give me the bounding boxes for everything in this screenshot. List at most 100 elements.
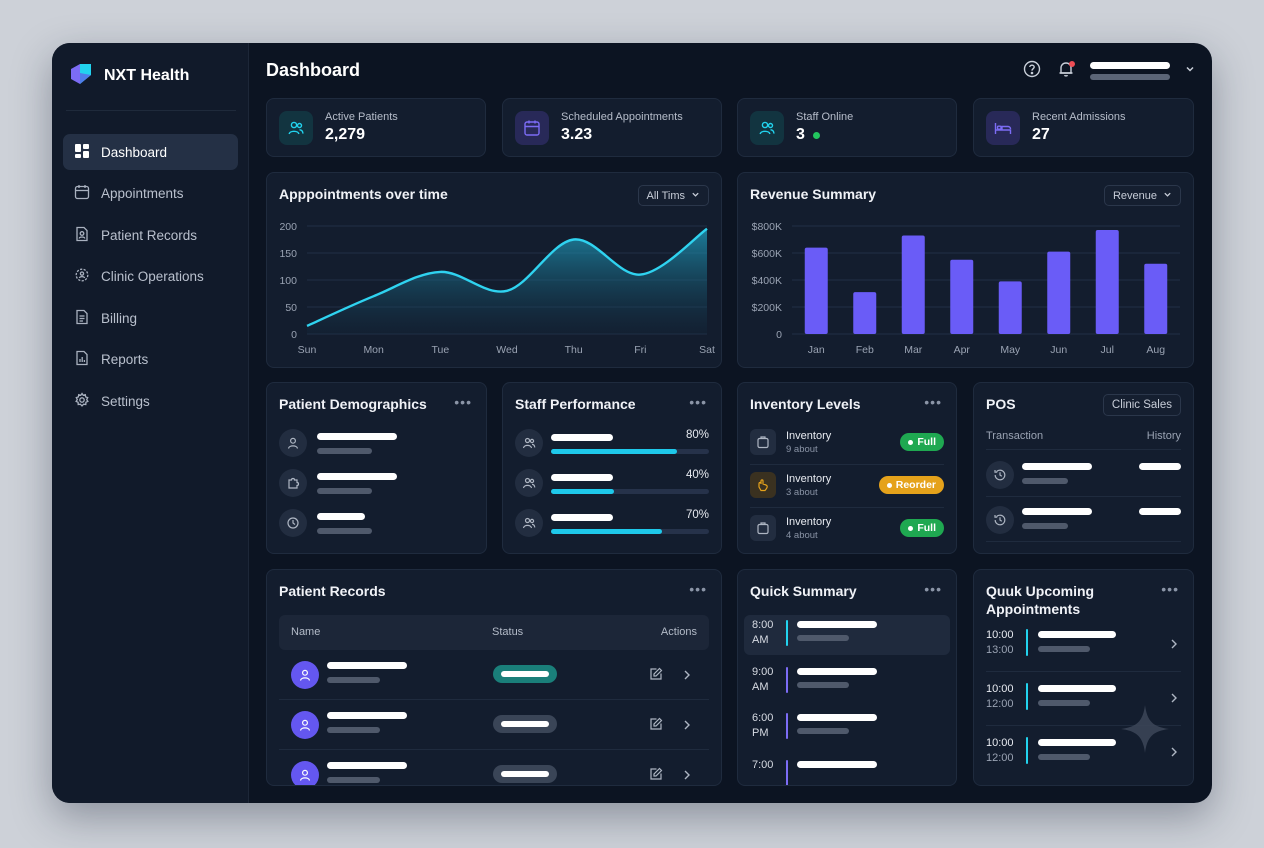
time-accent-bar — [786, 759, 788, 785]
stat-card-active-patients[interactable]: Active Patients 2,279 — [266, 98, 486, 157]
time-period: AM — [752, 634, 769, 646]
more-options-button[interactable]: ••• — [924, 581, 942, 597]
sidebar-item-label: Dashboard — [101, 144, 168, 160]
y-tick-label: 200 — [279, 221, 297, 233]
user-icon — [279, 429, 307, 457]
brand[interactable]: NXT Health — [68, 61, 189, 91]
revenue-bar — [1047, 251, 1071, 334]
card-title: Patient Demographics — [279, 396, 427, 412]
x-tick-label: May — [1000, 344, 1021, 356]
pos-card: POS Clinic Sales Transaction History — [973, 382, 1194, 554]
summary-row[interactable]: 8:00 AM — [744, 615, 950, 655]
demographic-row[interactable] — [279, 469, 397, 497]
status-label: Full — [917, 522, 936, 534]
card-title: Quuk Upcoming Appointments — [986, 583, 1095, 617]
column-header-transaction: Transaction — [986, 430, 1044, 442]
edit-icon[interactable] — [649, 717, 663, 736]
staff-performance-card: Staff Performance ••• 80% 40% 70% — [502, 382, 722, 554]
more-options-button[interactable]: ••• — [924, 394, 942, 410]
inventory-row[interactable]: Inventory 4 about Full — [750, 508, 944, 548]
gear-icon — [74, 391, 90, 411]
user-menu[interactable] — [1090, 62, 1170, 80]
summary-row[interactable]: 7:00 — [744, 755, 950, 785]
card-title: Apppointments over time — [279, 186, 448, 202]
stat-card-scheduled-appointments[interactable]: Scheduled Appointments 3.23 — [502, 98, 722, 157]
status-badge — [493, 715, 557, 733]
upcoming-row[interactable]: 10:00 12:00 — [986, 681, 1181, 735]
stat-value: 2,279 — [325, 126, 366, 143]
stat-card-recent-admissions[interactable]: Recent Admissions 27 — [973, 98, 1194, 157]
text-placeholder — [1038, 685, 1116, 692]
chevron-right-icon[interactable] — [682, 718, 692, 736]
revenue-metric-select[interactable]: Revenue — [1103, 185, 1181, 206]
chevron-right-icon[interactable] — [1169, 691, 1179, 709]
revenue-bar — [853, 292, 877, 334]
y-tick-label: 0 — [776, 329, 782, 341]
inventory-row[interactable]: Inventory 3 about Reorder — [750, 465, 944, 505]
sidebar-item-appointments[interactable]: Appointments — [63, 176, 238, 212]
summary-row[interactable]: 9:00 AM — [744, 662, 950, 702]
percent-label: 40% — [685, 469, 709, 481]
upcoming-row[interactable]: 10:00 13:00 — [986, 627, 1181, 681]
staff-row[interactable]: 40% — [515, 469, 709, 499]
x-tick-label: Jan — [808, 344, 825, 356]
table-row[interactable] — [279, 700, 709, 750]
chevron-down-icon[interactable] — [1184, 62, 1196, 80]
edit-icon[interactable] — [649, 667, 663, 686]
x-tick-label: Apr — [954, 344, 971, 356]
text-placeholder — [327, 762, 407, 769]
text-placeholder — [317, 447, 372, 454]
transaction-row[interactable] — [986, 502, 1181, 538]
sidebar-item-billing[interactable]: Billing — [63, 300, 238, 336]
divider — [750, 507, 944, 508]
sidebar-item-patient-records[interactable]: Patient Records — [63, 217, 238, 253]
sidebar-item-label: Patient Records — [101, 227, 198, 243]
staff-row[interactable]: 80% — [515, 429, 709, 459]
sidebar-item-dashboard[interactable]: Dashboard — [63, 134, 238, 170]
clinic-sales-button[interactable]: Clinic Sales — [1102, 394, 1181, 416]
help-button[interactable] — [1022, 60, 1042, 83]
time-range-select[interactable]: All Tims — [637, 185, 709, 206]
history-icon — [986, 506, 1014, 534]
inventory-sub: 9 about — [786, 443, 818, 455]
upcoming-row[interactable]: 10:00 12:00 — [986, 735, 1181, 785]
more-options-button[interactable]: ••• — [454, 394, 472, 410]
users-icon — [279, 110, 313, 145]
chevron-right-icon[interactable] — [682, 768, 692, 785]
text-placeholder — [317, 512, 365, 520]
x-tick-label: Wed — [496, 344, 518, 356]
time-value: 8:00 — [752, 619, 774, 631]
text-placeholder — [327, 712, 407, 719]
column-header-name[interactable]: Name — [291, 626, 321, 638]
sidebar-item-settings[interactable]: Settings — [63, 383, 238, 419]
stat-label: Scheduled Appointments — [561, 111, 683, 123]
page-title: Dashboard — [266, 60, 361, 80]
demographic-row[interactable] — [279, 429, 397, 457]
stat-label: Active Patients — [325, 111, 398, 123]
divider — [986, 671, 1181, 672]
help-icon — [1023, 60, 1041, 83]
table-row[interactable] — [279, 650, 709, 700]
table-header: Name Status Actions — [279, 615, 709, 650]
sidebar-item-reports[interactable]: Reports — [63, 342, 238, 378]
table-row[interactable] — [279, 750, 709, 785]
inventory-row[interactable]: Inventory 9 about Full — [750, 422, 944, 462]
sidebar-item-clinic-operations[interactable]: Clinic Operations — [63, 259, 238, 295]
more-options-button[interactable]: ••• — [689, 581, 707, 597]
summary-row[interactable]: 6:00 PM — [744, 708, 950, 748]
more-options-button[interactable]: ••• — [689, 394, 707, 410]
calendar-icon — [515, 110, 549, 145]
staff-row[interactable]: 70% — [515, 509, 709, 539]
stat-card-staff-online[interactable]: Staff Online 3 — [737, 98, 957, 157]
text-placeholder — [1038, 739, 1116, 746]
more-options-button[interactable]: ••• — [1161, 581, 1179, 597]
demographic-row[interactable] — [279, 509, 372, 537]
transaction-row[interactable] — [986, 457, 1181, 493]
time-period: PM — [752, 727, 769, 739]
notifications-button[interactable] — [1056, 61, 1076, 81]
edit-icon[interactable] — [649, 767, 663, 785]
column-header-status[interactable]: Status — [492, 626, 524, 638]
chevron-right-icon[interactable] — [1169, 745, 1179, 763]
chevron-right-icon[interactable] — [682, 668, 692, 686]
chevron-right-icon[interactable] — [1169, 637, 1179, 655]
